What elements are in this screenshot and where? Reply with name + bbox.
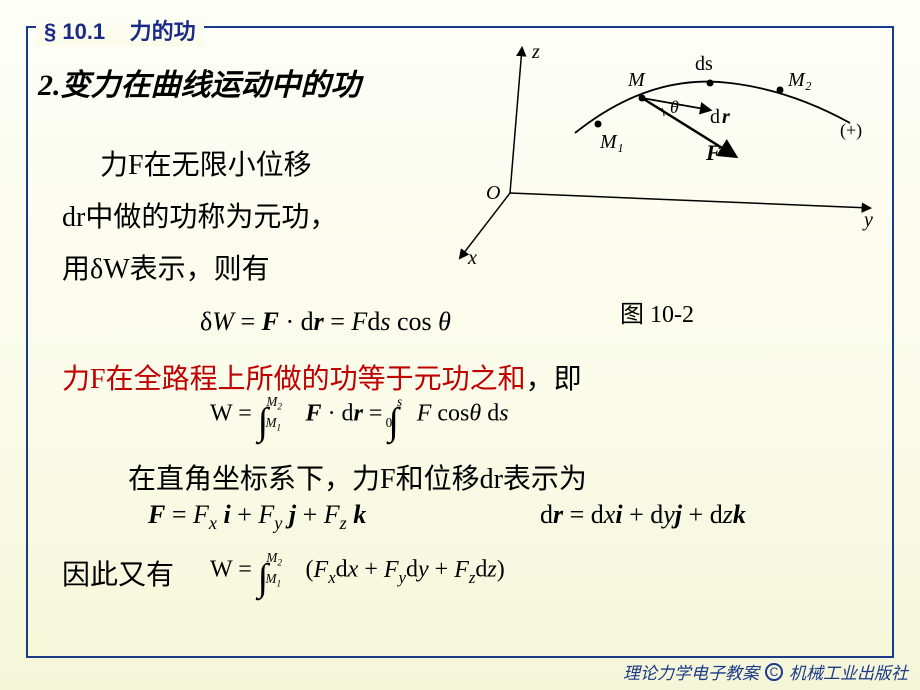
- section-number: § 10.1: [44, 19, 105, 44]
- section-title: 力的功: [130, 19, 196, 44]
- equation-force-components: F = Fx i + Fy j + Fz k: [148, 500, 366, 534]
- equation-dr-components: dr = dxi + dyj + dzk: [540, 500, 746, 530]
- svg-text:z: z: [531, 41, 540, 63]
- svg-text:(+): (+): [840, 120, 862, 141]
- svg-text:y: y: [862, 209, 873, 231]
- svg-text:M₂: M₂: [787, 69, 812, 91]
- paragraph-line-3: 用δW表示，则有: [62, 244, 462, 296]
- subsection-heading: 2.变力在曲线运动中的功: [38, 60, 361, 104]
- footer-publisher: 机械工业出版社: [789, 659, 908, 684]
- paragraph-therefore: 因此又有: [62, 550, 174, 602]
- svg-text:O: O: [486, 182, 500, 204]
- figure-caption: 图 10-2: [620, 294, 694, 329]
- copyright-icon: C: [765, 663, 783, 681]
- black-tail: ，即: [526, 364, 582, 395]
- section-header: § 10.1 力的功: [36, 14, 204, 46]
- footer: 理论力学电子教案 C 机械工业出版社: [623, 659, 908, 684]
- equation-elemental-work: δW = F · dr = Fds cos θ: [200, 307, 451, 337]
- paragraph-line-2: dr中做的功称为元功，: [62, 192, 462, 244]
- svg-text:x: x: [467, 247, 477, 269]
- equation-work-cartesian: W = ∫M2M1 (Fxdx + Fydy + Fzdz): [210, 556, 505, 600]
- svg-text:F: F: [705, 140, 721, 165]
- svg-text:r: r: [722, 106, 730, 128]
- svg-text:ds: ds: [695, 53, 713, 75]
- paragraph-cartesian: 在直角坐标系下，力F和位移dr表示为: [128, 454, 587, 506]
- equation-line-integral: W = ∫M2M1 F · dr = ∫s0 F cosθ ds: [210, 400, 509, 444]
- figure-diagram: Oz y x M₁ M M₂ Fθ ds dr (+): [450, 28, 900, 278]
- paragraph-line-1: 力F在无限小位移: [100, 140, 460, 192]
- red-statement: 力F在全路程上所做的功等于元功之和，即: [62, 354, 582, 406]
- svg-text:M₁: M₁: [599, 131, 624, 153]
- svg-text:M: M: [627, 69, 646, 91]
- footer-course: 理论力学电子教案: [623, 659, 759, 684]
- svg-text:θ: θ: [670, 97, 679, 117]
- red-text: 力F在全路程上所做的功等于元功之和: [62, 364, 526, 395]
- svg-text:d: d: [710, 106, 720, 128]
